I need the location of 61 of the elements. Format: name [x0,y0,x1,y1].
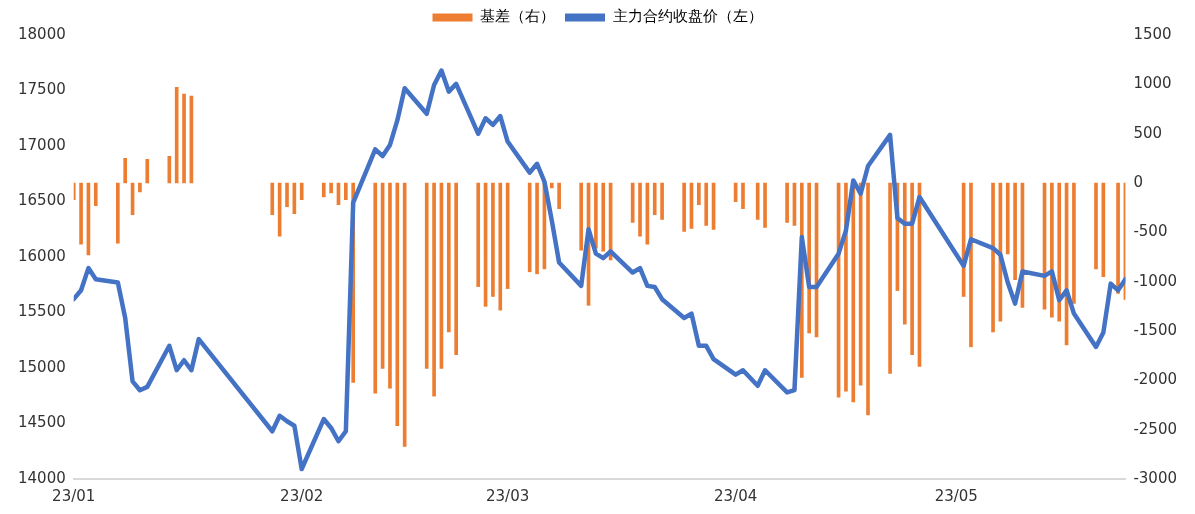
bar [167,156,172,184]
bar [785,182,789,223]
bar [1116,182,1120,294]
bar [285,182,289,208]
x-tick-label: 23/04 [714,486,758,505]
bar [1013,182,1017,281]
y2-tick-label: 1500 [1133,24,1172,43]
bar [888,182,892,374]
y-tick-label: 16500 [18,191,66,210]
y2-tick-label: 0 [1133,172,1143,191]
bar [182,93,186,184]
bar [344,182,348,201]
bar [270,182,275,215]
bar [73,182,76,201]
bar [321,182,326,198]
y-tick-label: 18000 [18,24,66,43]
x-tick-label: 23/03 [486,486,530,505]
bar [402,182,407,447]
bar [763,182,767,228]
y-tick-label: 15500 [18,302,66,321]
legend-label: 基差（右） [480,7,555,26]
y2-tick-label: -2000 [1133,370,1178,389]
bar [991,182,995,333]
bar [1072,182,1076,304]
bar [969,182,973,348]
y2-tick-label: -3000 [1133,468,1178,487]
x-tick-label: 23/01 [52,486,96,505]
bar [1094,182,1098,270]
bar [116,182,120,244]
bar [174,86,179,184]
y2-tick-label: 500 [1133,123,1163,142]
bar [145,158,150,184]
y-tick-label: 17000 [18,135,66,154]
y-tick-label: 15000 [18,357,66,376]
bar [373,182,378,394]
x-tick-label: 23/05 [934,486,978,505]
bar [1057,182,1062,322]
y-tick-label: 17500 [18,80,66,99]
bar [866,182,870,416]
bar [123,158,128,184]
y2-tick-label: -1000 [1133,271,1178,290]
bar [79,182,83,245]
y2-tick-label: -2500 [1133,419,1178,438]
legend-label: 主力合约收盘价（左） [612,7,763,26]
bar [388,182,392,389]
bar [93,182,98,207]
y-tick-label: 14000 [18,468,66,487]
bar [424,182,429,369]
bar [910,182,914,356]
y-tick-label: 14500 [18,413,66,432]
y2-tick-label: -500 [1133,222,1168,241]
x-tick-label: 23/02 [280,486,324,505]
bar [299,182,304,201]
bar [138,182,142,193]
bar [1005,182,1010,255]
y2-tick-label: 1000 [1133,74,1172,93]
bar [329,182,333,194]
bar [1050,182,1054,318]
y2-tick-label: -1500 [1133,320,1178,339]
y-tick-label: 16000 [18,246,66,265]
bar [902,182,907,325]
